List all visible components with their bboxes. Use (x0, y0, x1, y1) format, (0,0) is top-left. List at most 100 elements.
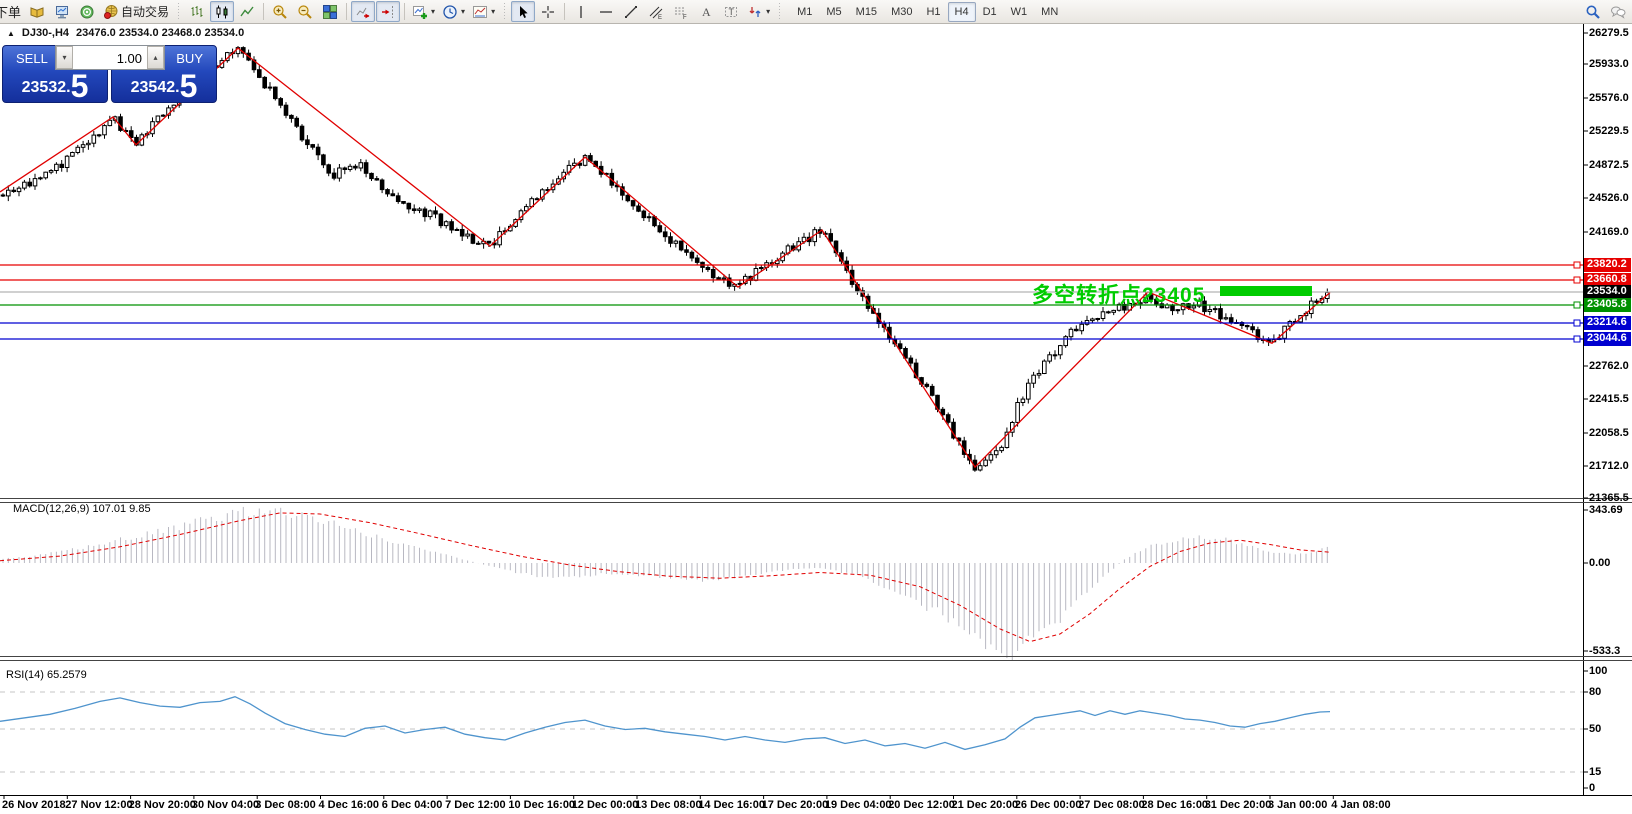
periods-button[interactable]: ▾ (439, 1, 468, 22)
market-watch-button[interactable] (25, 1, 49, 22)
one-click-trading-panel: SELL 23532. 5 BUY 23542. 5 ▾ 1.00 ▴ (2, 45, 217, 103)
dropdown-caret-icon: ▾ (766, 7, 771, 16)
bar-chart-icon (191, 5, 203, 17)
toolbar-grip[interactable] (777, 2, 783, 21)
tile-windows-button[interactable] (318, 1, 342, 22)
buy-price-main: 23542. (130, 79, 180, 96)
collapse-triangle-icon[interactable]: ▲ (7, 28, 15, 38)
chart-symbol: DJ30-,H4 (21, 27, 69, 39)
autotrading-icon (104, 4, 118, 19)
text-button[interactable]: A (694, 1, 718, 22)
candlestick-chart-icon (216, 5, 228, 18)
cursor-button[interactable] (511, 1, 536, 22)
templates-icon (473, 5, 488, 18)
macd-label: MACD(12,26,9) 107.01 9.85 (13, 503, 151, 515)
chart-canvas[interactable] (0, 24, 1632, 814)
timeframe-w1-button[interactable]: W1 (1010, 5, 1028, 18)
autotrading-label: 自动交易 (121, 5, 170, 19)
chat-icon (1611, 6, 1626, 19)
search-icon (1586, 5, 1600, 19)
horizontal-line-icon (600, 10, 613, 13)
volume-input[interactable]: 1.00 (116, 51, 142, 66)
toolbar-separator (346, 3, 348, 20)
auto-scroll-button[interactable] (351, 1, 376, 22)
bar-chart-button[interactable] (185, 1, 209, 22)
text-label-button[interactable]: T (719, 1, 743, 22)
chart-area: ▲ DJ30-,H4 23476.0 23534.0 23468.0 23534… (0, 24, 1632, 814)
rsi-label: RSI(14) 65.2579 (6, 669, 87, 681)
text-label-icon: T (725, 6, 738, 17)
svg-text:E: E (658, 15, 662, 20)
data-window-button[interactable] (50, 1, 74, 22)
sell-price: 23532. 5 (3, 67, 107, 104)
navigator-icon (80, 5, 94, 18)
svg-text:A: A (702, 5, 711, 19)
zoom-out-button[interactable] (293, 1, 317, 22)
indicators-icon (413, 5, 428, 19)
timeframe-m5-button[interactable]: M5 (826, 5, 842, 18)
search-button[interactable] (1581, 1, 1605, 22)
crosshair-button[interactable] (536, 1, 560, 22)
autotrading-button[interactable]: 自动交易 (100, 1, 172, 22)
pivot-highlight-bar (1220, 286, 1312, 296)
timeframe-d1-button[interactable]: D1 (982, 5, 997, 18)
arrows-button[interactable]: ▾ (744, 1, 773, 22)
chart-shift-button[interactable] (376, 1, 401, 22)
buy-label: BUY (176, 51, 203, 66)
timeframe-m30-button[interactable]: M30 (891, 5, 913, 18)
svg-text:F: F (683, 15, 687, 20)
vertical-line-icon (580, 5, 582, 18)
crosshair-icon (542, 5, 555, 18)
pivot-annotation-text: 多空转折点23405 (1032, 284, 1206, 307)
timeframe-group: M1 M5 M15 M30 H1 H4 D1 W1 MN (790, 1, 1065, 22)
dropdown-caret-icon: ▾ (491, 7, 496, 16)
candlestick-chart-button[interactable] (210, 1, 235, 22)
new-order-button[interactable]: 下单 (0, 1, 24, 22)
buy-price-big: 5 (179, 67, 198, 104)
fibonacci-button[interactable]: F (669, 1, 693, 22)
zoom-out-icon (298, 4, 312, 19)
zoom-in-button[interactable] (268, 1, 292, 22)
chart-shift-icon (382, 5, 394, 18)
line-chart-icon (240, 6, 254, 16)
timeframe-m1-button[interactable]: M1 (797, 5, 813, 18)
tile-windows-icon (323, 4, 338, 19)
market-watch-icon (30, 6, 44, 18)
equidistant-channel-icon: E (649, 6, 663, 20)
toolbar-grip[interactable] (502, 2, 508, 21)
periods-clock-icon (443, 4, 457, 19)
navigator-button[interactable] (75, 1, 99, 22)
toolbar-grip[interactable] (176, 2, 182, 21)
sell-price-main: 23532. (21, 79, 71, 96)
templates-button[interactable]: ▾ (469, 1, 498, 22)
volume-increase-button[interactable]: ▴ (147, 46, 164, 69)
text-icon: A (702, 5, 711, 19)
svg-text:T: T (729, 7, 735, 17)
arrows-icon (749, 6, 761, 17)
timeframe-mn-button[interactable]: MN (1041, 5, 1059, 18)
auto-scroll-icon (356, 7, 370, 18)
equidistant-channel-button[interactable]: E (644, 1, 668, 22)
trendline-icon (625, 5, 638, 18)
dropdown-caret-icon: ▾ (461, 7, 466, 16)
trendline-button[interactable] (619, 1, 643, 22)
toolbar-separator (564, 3, 566, 20)
zoom-in-icon (273, 4, 287, 19)
new-order-label: 下单 (0, 5, 22, 20)
buy-price: 23542. 5 (112, 67, 216, 104)
volume-control: ▾ 1.00 ▴ (55, 45, 165, 70)
sell-label: SELL (16, 51, 48, 66)
timeframe-h1-button[interactable]: H1 (926, 5, 941, 18)
sell-price-big: 5 (70, 67, 89, 104)
line-chart-button[interactable] (235, 1, 259, 22)
volume-decrease-button[interactable]: ▾ (56, 46, 73, 69)
toolbar-separator (404, 3, 406, 20)
horizontal-line-button[interactable] (594, 1, 618, 22)
toolbar: 下单 自动交易 (0, 0, 1632, 24)
fibonacci-icon: F (675, 7, 687, 20)
timeframe-m15-button[interactable]: M15 (855, 5, 878, 18)
indicators-button[interactable]: ▾ (409, 1, 438, 22)
chat-button[interactable] (1606, 1, 1630, 22)
vertical-line-button[interactable] (569, 1, 593, 22)
timeframe-h4-button[interactable]: H4 (947, 1, 976, 22)
